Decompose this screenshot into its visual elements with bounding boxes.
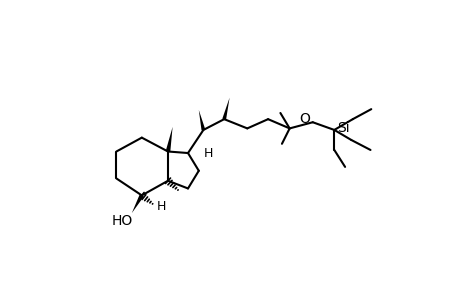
Polygon shape	[222, 98, 229, 120]
Text: HO: HO	[111, 214, 132, 228]
Text: O: O	[298, 112, 309, 126]
Text: H: H	[203, 146, 213, 160]
Text: H: H	[157, 200, 166, 213]
Polygon shape	[132, 194, 144, 213]
Polygon shape	[198, 110, 205, 130]
Text: Si: Si	[336, 122, 349, 135]
Polygon shape	[165, 127, 172, 152]
